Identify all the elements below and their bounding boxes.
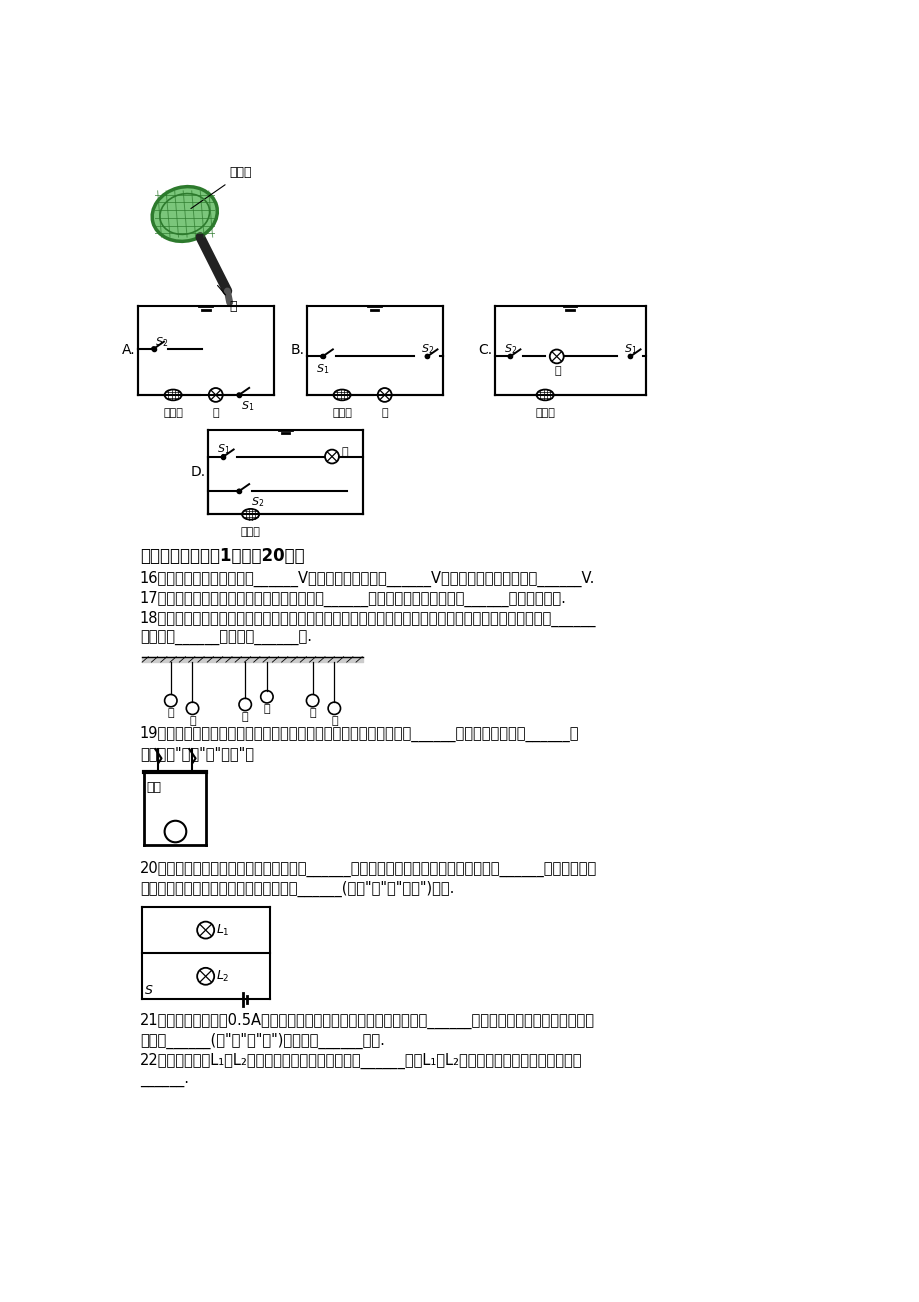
Text: $L_1$: $L_1$ [216,923,229,937]
Text: $S$: $S$ [144,984,153,997]
Text: $L_2$: $L_2$ [216,969,229,984]
Ellipse shape [152,186,217,241]
Circle shape [425,354,429,358]
Text: 丙: 丙 [264,704,270,715]
Text: 灯: 灯 [381,408,388,418]
Text: 灭蚊网: 灭蚊网 [229,167,251,180]
Text: $S_1$: $S_1$ [316,362,329,376]
Text: $S_1$: $S_1$ [217,443,231,457]
Text: 灭蚊网: 灭蚊网 [332,408,352,418]
Text: 19．如图所示，电扇中有一自动断电的安全装置，当电扇倾倒时，它______电路；直立时，它______电: 19．如图所示，电扇中有一自动断电的安全装置，当电扇倾倒时，它______电路；… [140,727,579,742]
Text: 乙: 乙 [189,716,196,727]
Text: 灭蚊网: 灭蚊网 [241,527,260,538]
Circle shape [628,354,631,358]
Text: B.: B. [290,344,304,357]
Text: 灯: 灯 [229,301,236,314]
Text: 丙: 丙 [309,708,315,719]
Text: $S_1$: $S_1$ [240,398,254,413]
Text: 17．实验室用来检验物体是否带电的仪器叫做______，它是利用同种电荷互相______的原理制成的.: 17．实验室用来检验物体是否带电的仪器叫做______，它是利用同种电荷互相__… [140,591,566,607]
Text: $S_2$: $S_2$ [155,335,168,349]
Text: 21．如果被测电流为0.5A左右，使用实验室常用的电流表时，应选用______量程为好，这是因为电流表的分: 21．如果被测电流为0.5A左右，使用实验室常用的电流表时，应选用______量… [140,1013,595,1030]
Text: $S_2$: $S_2$ [504,342,516,357]
Text: C.: C. [478,344,492,357]
Text: 电，乙带______电，丁带______电.: 电，乙带______电，丁带______电. [140,630,312,646]
Text: 甲: 甲 [242,712,248,723]
Text: ______.: ______. [140,1073,188,1088]
Text: 丁: 丁 [331,716,337,727]
Text: 灯: 灯 [554,366,561,376]
Circle shape [152,346,155,350]
Circle shape [508,354,512,358]
Text: 度值较______(填"大"或"小")，测量的______较高.: 度值较______(填"大"或"小")，测量的______较高. [140,1034,384,1049]
Text: D.: D. [190,465,206,479]
Text: $S_2$: $S_2$ [250,495,264,509]
Text: 灭蚊网: 灭蚊网 [535,408,554,418]
Text: 18．如图所示，甲、乙、丙、丁四个带电小球，甲吸引乙，甲排斥丙，丙吸引丁．如果丙带正电，则甲带______: 18．如图所示，甲、乙、丙、丁四个带电小球，甲吸引乙，甲排斥丙，丙吸引丁．如果丙… [140,611,596,626]
Text: A.: A. [122,344,136,357]
Text: 20．如图所示，这两只灯泡的连接方式是______．我们看到，在此电路中，电流路径有______条，其中一只: 20．如图所示，这两只灯泡的连接方式是______．我们看到，在此电路中，电流路… [140,861,596,878]
Text: 二、填空题（每空1分，共20分）: 二、填空题（每空1分，共20分） [140,547,304,565]
Text: 绝缘: 绝缘 [147,781,162,794]
Circle shape [237,490,241,493]
Circle shape [321,354,324,358]
Text: 灭蚊网: 灭蚊网 [163,408,183,418]
Text: 22．如图，要使L₁和L₂并联在电路中，闭合的开关是______，使L₁和L₂串联在电路中，应闭合的开关是: 22．如图，要使L₁和L₂并联在电路中，闭合的开关是______，使L₁和L₂串… [140,1053,582,1069]
Text: 16．我国家庭电路的电压为______V，对人体的安全电压______V，一节铅蓄电池的电压为______V.: 16．我国家庭电路的电压为______V，对人体的安全电压______V，一节铅… [140,570,595,587]
Text: 灯: 灯 [212,408,219,418]
Text: 路．（填"断开"或"闭合"）: 路．（填"断开"或"闭合"） [140,746,254,762]
Circle shape [237,393,241,397]
Circle shape [221,454,225,458]
Text: $S_1$: $S_1$ [623,342,637,357]
Text: $S_2$: $S_2$ [421,342,434,357]
Text: 灯: 灯 [341,448,347,457]
Text: 灯的灯丝断开了或接触不良，则另一只灯______(选填"会"或"不会")发光.: 灯的灯丝断开了或接触不良，则另一只灯______(选填"会"或"不会")发光. [140,881,454,897]
Text: 甲: 甲 [167,708,174,719]
